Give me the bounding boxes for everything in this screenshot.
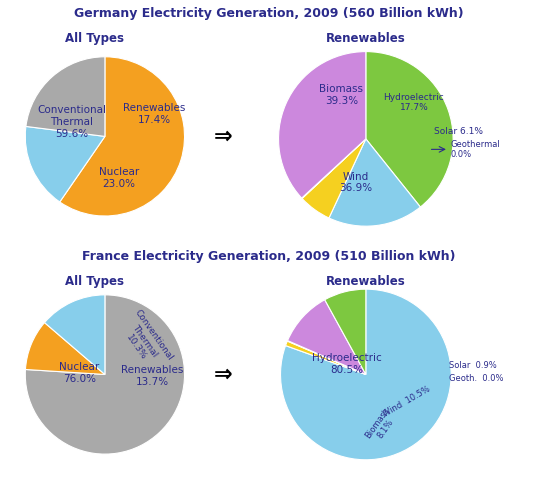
Wedge shape xyxy=(279,52,366,198)
Text: ⇒: ⇒ xyxy=(214,126,232,146)
Text: Nuclear
23.0%: Nuclear 23.0% xyxy=(99,167,139,188)
Text: Renewables
17.4%: Renewables 17.4% xyxy=(123,103,186,125)
Wedge shape xyxy=(25,322,105,374)
Text: Solar  0.9%: Solar 0.9% xyxy=(449,362,497,371)
Wedge shape xyxy=(287,300,366,374)
Text: Renewables
13.7%: Renewables 13.7% xyxy=(122,365,184,387)
Wedge shape xyxy=(45,295,105,374)
Text: All Types: All Types xyxy=(65,32,124,45)
Wedge shape xyxy=(25,295,185,454)
Wedge shape xyxy=(366,52,453,207)
Text: Conventional
Thermal
59.6%: Conventional Thermal 59.6% xyxy=(37,106,106,139)
Wedge shape xyxy=(325,289,366,374)
Text: Wind  10.5%: Wind 10.5% xyxy=(381,385,432,419)
Wedge shape xyxy=(280,289,451,460)
Wedge shape xyxy=(60,57,185,216)
Text: ⇒: ⇒ xyxy=(214,365,232,384)
Text: Biomass
8.1%: Biomass 8.1% xyxy=(363,406,399,446)
Text: Conventional
Thermal
10.3%: Conventional Thermal 10.3% xyxy=(115,308,174,374)
Text: Biomass
39.3%: Biomass 39.3% xyxy=(320,84,363,106)
Text: Germany Electricity Generation, 2009 (560 Billion kWh): Germany Electricity Generation, 2009 (56… xyxy=(74,7,464,20)
Text: Nuclear
76.0%: Nuclear 76.0% xyxy=(59,362,100,384)
Text: Geoth.  0.0%: Geoth. 0.0% xyxy=(449,374,504,383)
Wedge shape xyxy=(287,341,366,374)
Wedge shape xyxy=(286,341,366,374)
Text: Renewables: Renewables xyxy=(326,275,406,288)
Text: Wind
36.9%: Wind 36.9% xyxy=(339,172,372,193)
Text: Renewables: Renewables xyxy=(326,32,406,45)
Wedge shape xyxy=(302,139,366,198)
Text: Geothermal
0.0%: Geothermal 0.0% xyxy=(450,140,500,159)
Text: France Electricity Generation, 2009 (510 Billion kWh): France Electricity Generation, 2009 (510… xyxy=(82,250,456,263)
Wedge shape xyxy=(26,57,105,136)
Wedge shape xyxy=(25,126,105,202)
Text: Hydroelectric
80.5%: Hydroelectric 80.5% xyxy=(312,354,382,375)
Text: Hydroelectric
17.7%: Hydroelectric 17.7% xyxy=(384,93,444,112)
Text: Solar 6.1%: Solar 6.1% xyxy=(434,127,483,136)
Text: All Types: All Types xyxy=(65,275,124,288)
Wedge shape xyxy=(302,139,366,218)
Wedge shape xyxy=(329,139,420,226)
